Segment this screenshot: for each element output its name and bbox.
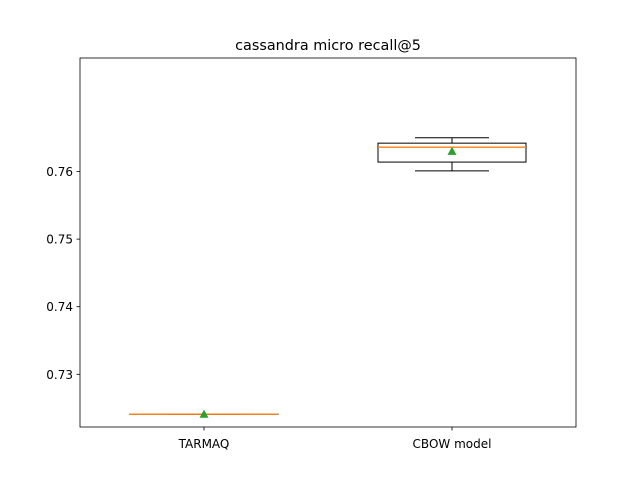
box-0 — [129, 409, 279, 418]
x-axis: TARMAQ CBOW model — [178, 427, 492, 451]
y-tick-label: 0.76 — [46, 165, 73, 179]
box-series — [129, 137, 527, 418]
box-1 — [377, 137, 527, 172]
iqr-box — [377, 142, 527, 163]
plot-area-frame — [79, 57, 577, 428]
mean-marker — [199, 409, 209, 418]
chart-title: cassandra micro recall@5 — [235, 38, 421, 54]
y-axis: 0.73 0.74 0.75 0.76 — [46, 165, 80, 382]
y-tick-label: 0.75 — [46, 233, 73, 247]
x-tick-label: CBOW model — [413, 437, 492, 451]
x-tick-label: TARMAQ — [178, 437, 230, 451]
y-tick-label: 0.74 — [46, 300, 73, 314]
y-tick-label: 0.73 — [46, 368, 73, 382]
mean-marker — [447, 146, 457, 155]
